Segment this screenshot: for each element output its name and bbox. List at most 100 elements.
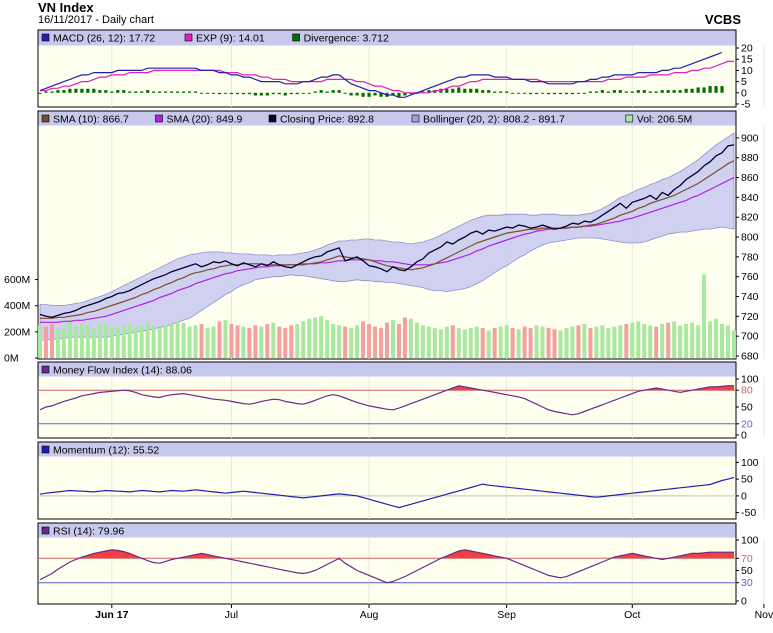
ytick-label-mfi-2: 50 <box>741 402 753 414</box>
volume-bar <box>474 326 479 358</box>
ytick-label-price-9: 720 <box>741 311 759 323</box>
volume-bar <box>133 326 138 358</box>
divergence-bar <box>403 92 407 96</box>
divergence-bar <box>373 92 377 96</box>
divergence-bar <box>564 92 569 95</box>
legend-bar-mfi <box>38 362 736 377</box>
volume-bar <box>426 326 431 358</box>
divergence-bar <box>223 92 228 94</box>
legend-label-price-4: Vol: 206.5M <box>637 114 692 126</box>
divergence-bar <box>421 91 425 93</box>
legend-swatch-price-0 <box>41 114 50 123</box>
ytick-label-price-0: 900 <box>741 132 759 144</box>
legend-swatch-rsi-0 <box>41 526 50 535</box>
divergence-bar <box>654 91 658 93</box>
volume-bar <box>408 318 413 358</box>
legend-swatch-price-1 <box>155 114 163 123</box>
divergence-bar <box>74 88 78 93</box>
ytick-label-macd-1: 15 <box>741 54 753 66</box>
ytick-label-momentum-3: -50 <box>741 507 756 519</box>
divergence-bar <box>205 92 210 94</box>
divergence-bar <box>128 91 132 93</box>
divergence-bar <box>528 92 533 95</box>
ytick-label-mfi-4: 0 <box>741 430 747 442</box>
ytick-label-rsi-0: 100 <box>741 535 759 547</box>
divergence-bar <box>337 90 341 93</box>
divergence-bar <box>708 86 712 93</box>
volume-bar <box>450 325 455 358</box>
legend-swatch-macd-2 <box>292 33 300 42</box>
ytick-label-price-5: 800 <box>741 232 759 244</box>
ytick-label-mfi-0: 100 <box>741 374 759 386</box>
legend-label-rsi-0: RSI (14): 79.96 <box>53 526 124 538</box>
ytick-label-price-3: 840 <box>741 192 759 204</box>
divergence-bar <box>534 92 539 95</box>
ytick-label-momentum-0: 100 <box>741 457 759 469</box>
ytick-label-macd-5: -5 <box>741 99 750 111</box>
legend-label-price-2: Closing Price: 892.8 <box>280 114 374 126</box>
legend-swatch-macd-1 <box>184 33 193 42</box>
volume-bar <box>666 322 671 358</box>
ytick-label-price-4: 820 <box>741 212 759 224</box>
ytick-label-price-11: 680 <box>741 351 759 363</box>
ytick-label-rsi-2: 50 <box>741 565 753 577</box>
volume-bar <box>498 326 503 358</box>
divergence-bar <box>98 90 102 93</box>
brand-label: VCBS <box>704 12 741 27</box>
ytick-label-price-7: 760 <box>741 271 759 283</box>
ytick-label-macd-2: 10 <box>741 65 753 77</box>
volume-bar <box>660 324 665 358</box>
volume-bar <box>121 325 126 358</box>
ytick-label-price-2: 860 <box>741 172 759 184</box>
volume-bar <box>313 317 318 358</box>
divergence-bar <box>582 92 587 94</box>
volume-bar <box>373 326 378 358</box>
volume-bar <box>307 318 312 358</box>
volume-bar <box>38 325 42 358</box>
volume-bar <box>606 327 611 358</box>
divergence-bar <box>313 91 317 93</box>
volume-bar <box>151 326 156 358</box>
divergence-bar <box>588 91 593 93</box>
divergence-bar <box>229 92 234 95</box>
divergence-bar <box>546 92 551 95</box>
divergence-bar <box>44 91 48 93</box>
vol-tick-label-0: 600M <box>4 274 30 286</box>
volume-bar <box>289 325 294 358</box>
legend-bar-macd <box>38 30 736 46</box>
legend-label-macd-0: MACD (26, 12): 17.72 <box>53 33 155 45</box>
volume-bar <box>618 325 623 358</box>
legend-label-momentum-0: Momentum (12): 55.52 <box>53 445 159 457</box>
volume-bar <box>522 326 527 358</box>
volume-bar <box>145 322 150 358</box>
divergence-bar <box>307 92 311 94</box>
divergence-bar <box>164 91 168 93</box>
ytick-label-mfi-1: 80 <box>741 385 753 397</box>
volume-bar <box>211 326 216 358</box>
volume-bar <box>49 324 54 358</box>
divergence-bar <box>576 92 581 94</box>
volume-bar <box>61 327 66 358</box>
divergence-bar <box>696 87 700 93</box>
legend-bar-price <box>38 111 736 126</box>
legend-swatch-price-2 <box>268 114 277 123</box>
xtick-label-4: Oct <box>624 609 640 621</box>
divergence-bar <box>265 92 269 96</box>
divergence-bar <box>86 88 90 93</box>
divergence-bar <box>247 92 251 95</box>
legend-label-macd-2: Divergence: 3.712 <box>304 33 389 45</box>
volume-bar <box>301 321 306 358</box>
divergence-bar <box>193 91 198 93</box>
volume-bar <box>546 327 551 358</box>
legend-swatch-price-4 <box>625 114 634 123</box>
divergence-bar <box>612 90 616 93</box>
volume-bar <box>241 326 246 358</box>
volume-bar <box>43 326 48 358</box>
volume-bar <box>390 320 395 358</box>
xtick-label-5: Nov <box>755 609 773 621</box>
ytick-label-macd-4: 0 <box>741 87 747 99</box>
divergence-bar <box>241 92 246 95</box>
divergence-bar <box>80 88 84 93</box>
divergence-bar <box>271 92 275 95</box>
ytick-label-price-6: 780 <box>741 251 759 263</box>
